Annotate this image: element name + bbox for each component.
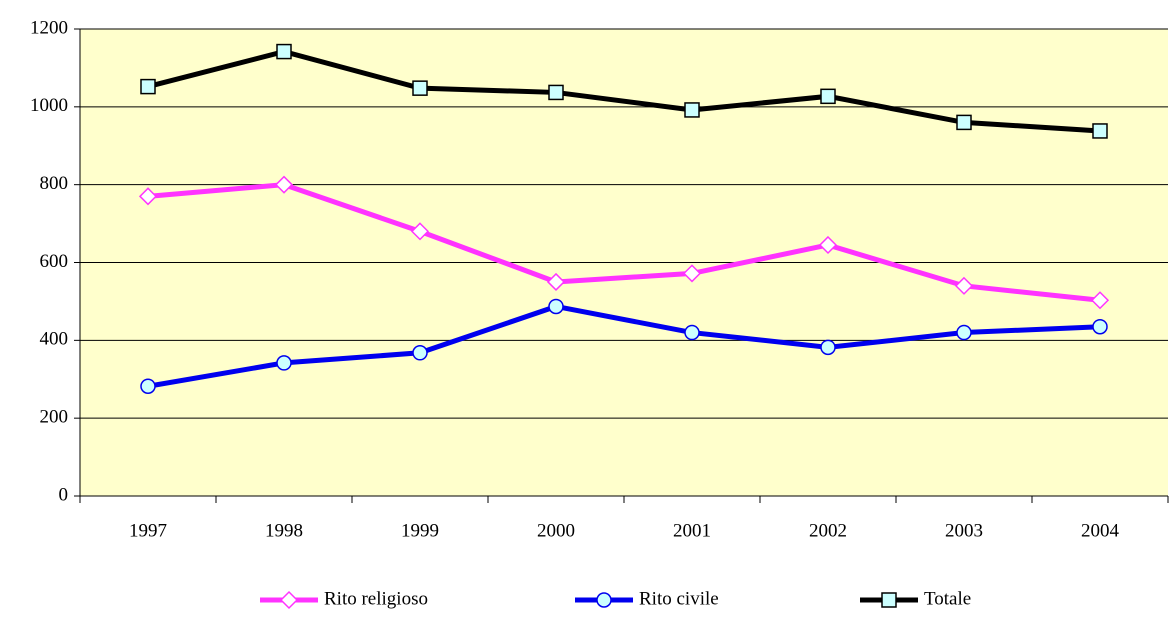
legend-marker — [596, 592, 612, 608]
x-tick-label: 2003 — [945, 520, 983, 541]
y-tick-label: 1200 — [30, 17, 68, 38]
point — [1092, 318, 1108, 335]
point — [140, 78, 156, 95]
point — [1090, 291, 1110, 310]
legend-label: Totale — [924, 588, 971, 609]
series-line — [147, 303, 1101, 389]
y-tick-label: 800 — [40, 173, 69, 194]
series-line — [147, 48, 1101, 134]
y-tick-label: 200 — [40, 407, 69, 428]
legend-marker — [279, 590, 299, 610]
point — [138, 187, 158, 206]
x-tick-label: 2001 — [673, 520, 711, 541]
x-tick-label: 2002 — [809, 520, 847, 541]
x-tick-label: 1997 — [129, 520, 167, 541]
point — [548, 84, 564, 101]
y-tick-label: 1000 — [30, 95, 68, 116]
point — [546, 272, 566, 292]
point — [820, 88, 836, 105]
point — [682, 264, 702, 283]
point — [548, 298, 564, 315]
x-tick-label: 1998 — [265, 520, 303, 541]
series-line — [147, 182, 1101, 303]
point — [956, 114, 972, 131]
point — [820, 339, 836, 356]
point — [140, 378, 156, 395]
point — [684, 102, 700, 118]
legend-label: Rito civile — [639, 588, 719, 609]
point — [954, 276, 974, 295]
legend-marker — [881, 592, 897, 608]
point — [274, 175, 294, 194]
point — [410, 222, 430, 241]
point — [412, 345, 428, 361]
x-tick-label: 2004 — [1081, 520, 1120, 541]
point — [276, 43, 292, 60]
point — [276, 355, 292, 371]
y-tick-label: 400 — [40, 329, 69, 350]
point — [684, 324, 700, 341]
y-tick-label: 600 — [40, 251, 69, 272]
y-tick-label: 0 — [59, 484, 69, 505]
point — [818, 235, 838, 255]
legend-label: Rito religioso — [324, 588, 428, 609]
point — [956, 324, 972, 341]
point — [412, 80, 428, 96]
x-tick-label: 2000 — [537, 520, 575, 541]
x-tick-label: 1999 — [401, 520, 439, 541]
point — [1092, 123, 1108, 139]
